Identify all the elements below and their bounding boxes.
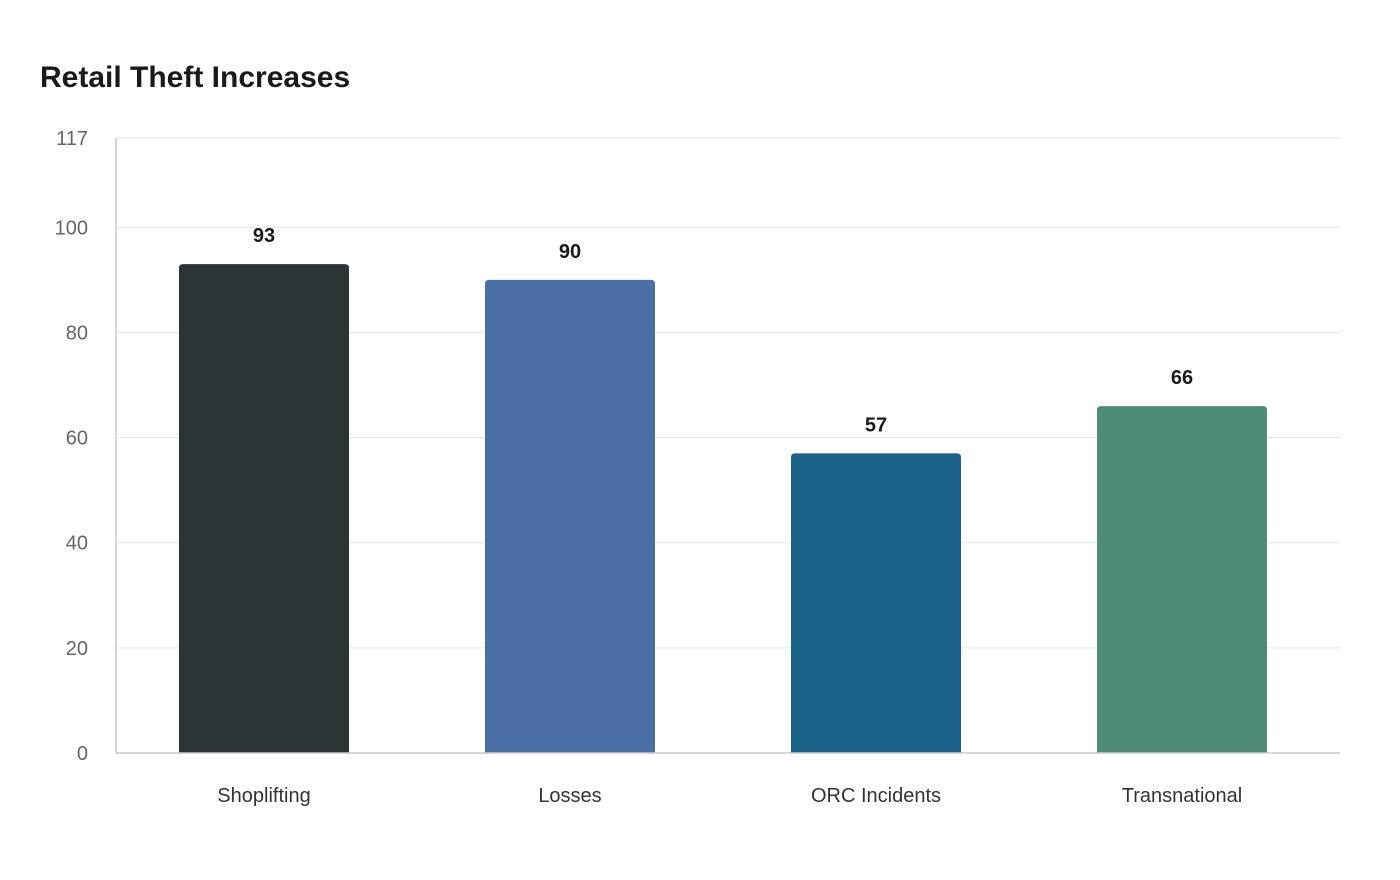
- data-label: 66: [1171, 367, 1193, 389]
- y-tick-label: 40: [66, 533, 88, 555]
- bar-transnational: [1097, 406, 1267, 753]
- x-tick-label: Shoplifting: [217, 785, 310, 807]
- data-label: 93: [253, 225, 275, 247]
- y-tick-label: 20: [66, 638, 88, 660]
- bars: [179, 264, 1267, 753]
- y-tick-label: 0: [77, 743, 88, 765]
- x-tick-label: Transnational: [1122, 785, 1242, 807]
- data-label: 90: [559, 241, 581, 263]
- x-tick-label: Losses: [538, 785, 601, 807]
- bar-orc-incidents: [791, 453, 961, 753]
- y-tick-label: 100: [55, 217, 88, 239]
- x-tick-label: ORC Incidents: [811, 785, 941, 807]
- y-tick-label: 60: [66, 428, 88, 450]
- chart-title: Retail Theft Increases: [40, 61, 351, 94]
- y-tick-label: 117: [56, 128, 88, 150]
- bar-shoplifting: [179, 264, 349, 753]
- data-label: 57: [865, 414, 887, 436]
- bar-losses: [485, 279, 655, 753]
- y-tick-label: 80: [66, 322, 88, 344]
- data-labels: 93 90 57 66: [253, 225, 1193, 436]
- axes: 0 20 40 60 80 100 117 Shoplifting Losses ORC Inci…: [55, 128, 1340, 807]
